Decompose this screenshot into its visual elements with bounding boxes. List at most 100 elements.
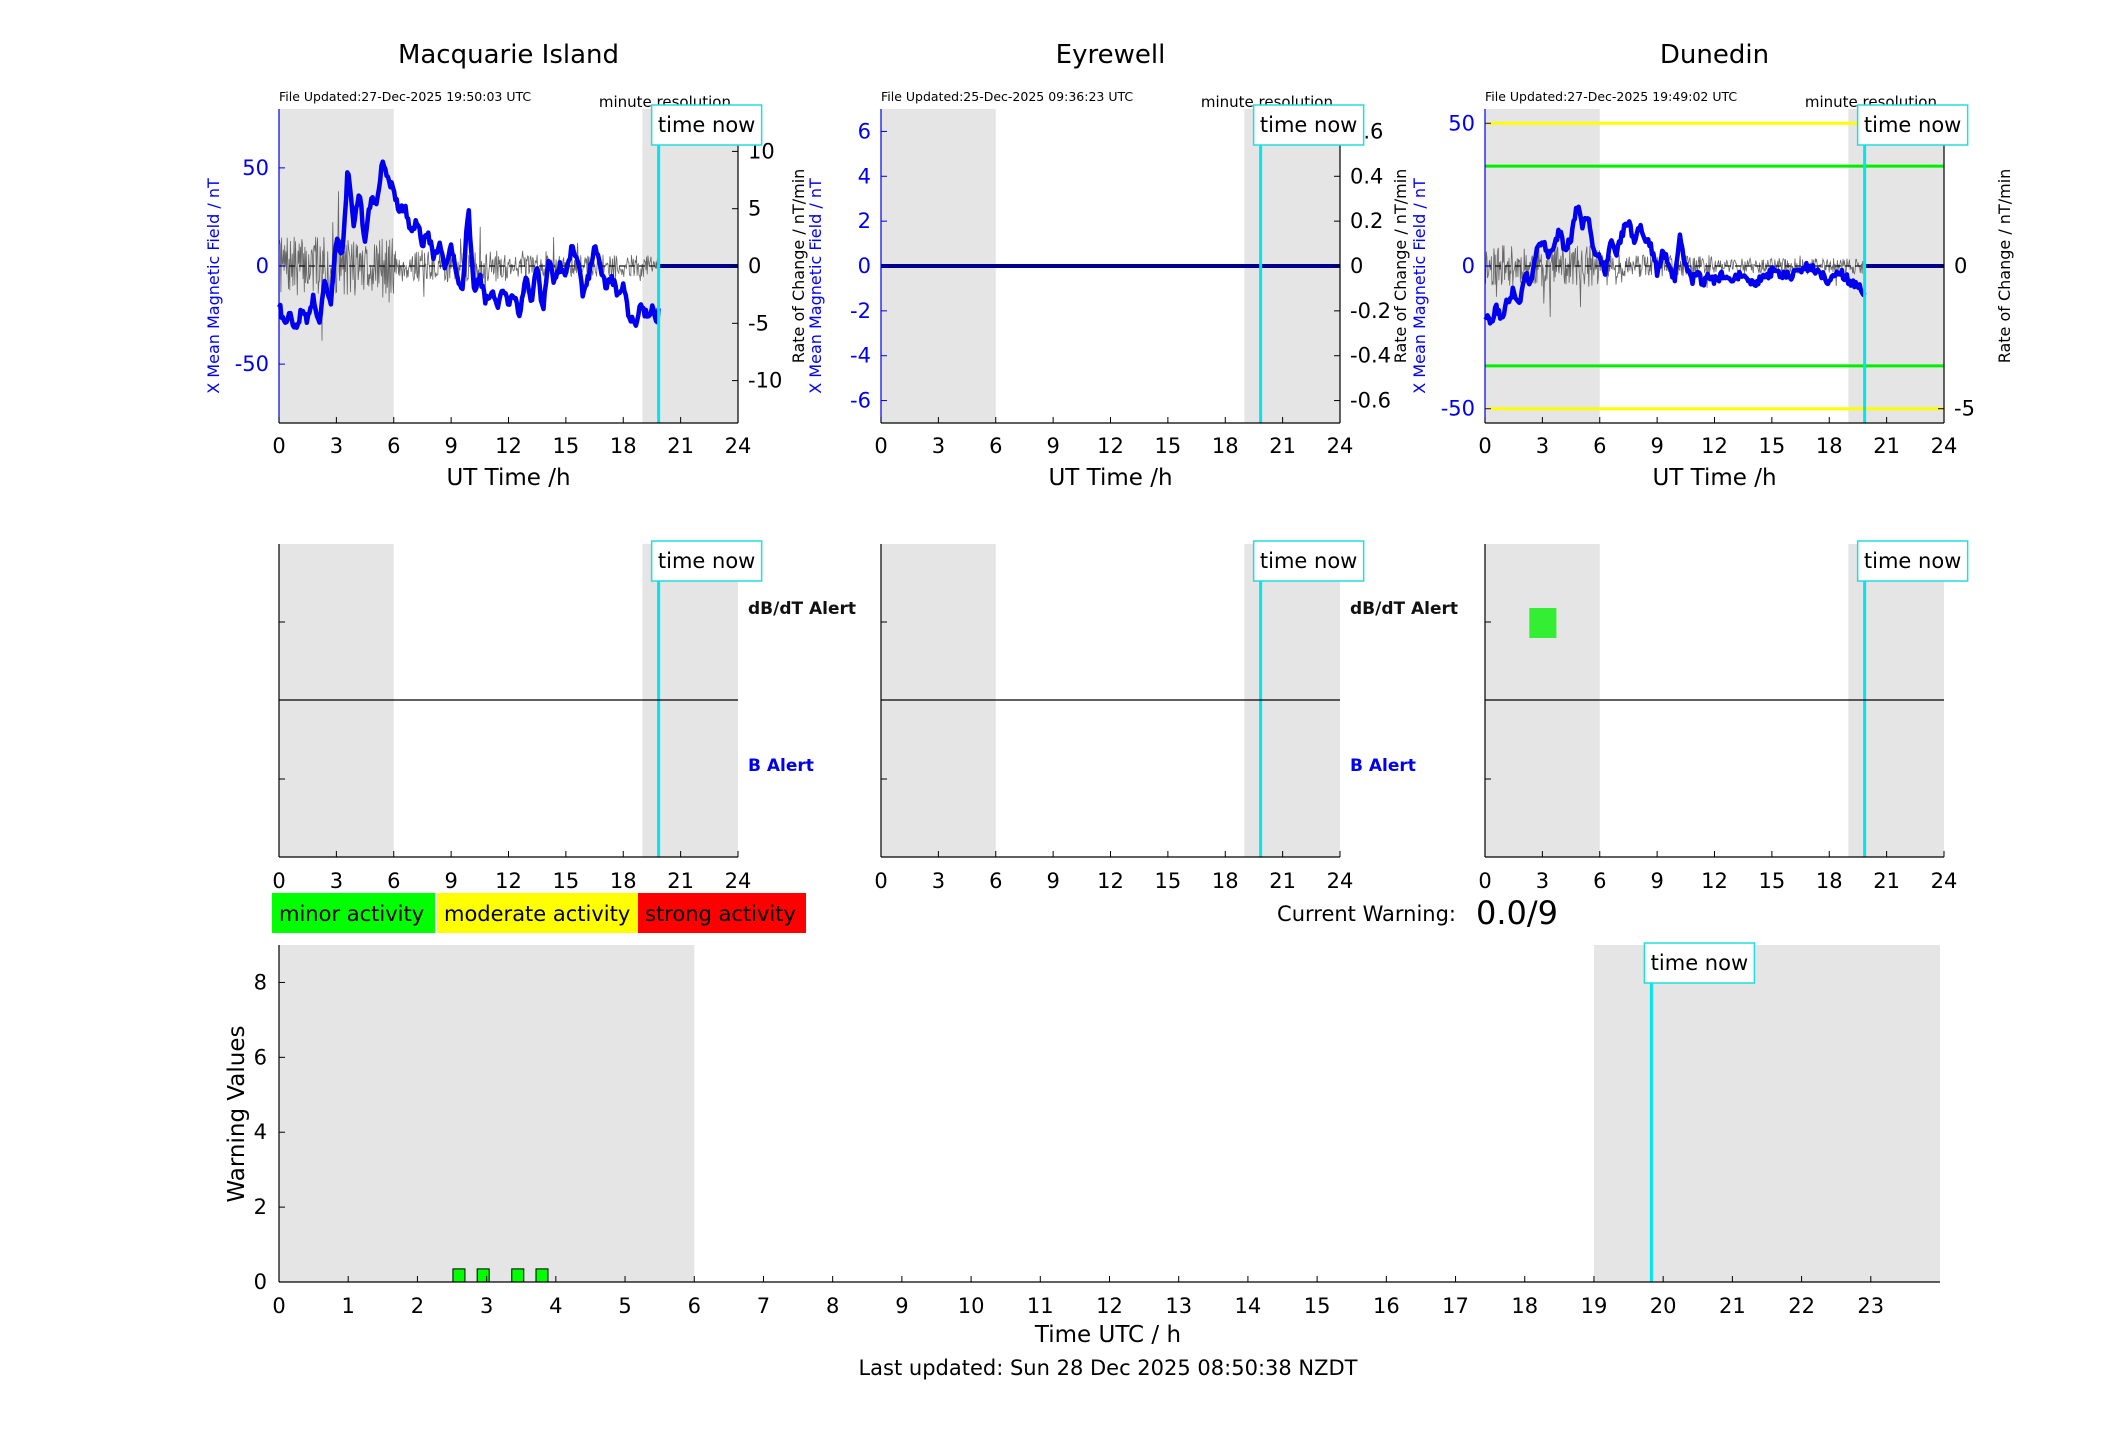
eyrewell-file-updated: File Updated:25-Dec-2025 09:36:23 UTC xyxy=(881,89,1133,104)
eyrewell-alert-time-now-text: time now xyxy=(1260,549,1357,573)
macquarie-alert-x-tick-label: 12 xyxy=(495,869,522,893)
eyrewell-y-left-tick-label: 2 xyxy=(858,209,871,233)
warning-x-tick-label: 16 xyxy=(1373,1294,1400,1318)
warning-bar xyxy=(476,1268,490,1283)
warning-xlabel: Time UTC / h xyxy=(1034,1322,1181,1348)
eyrewell-alert-time-now-box xyxy=(1252,540,1365,582)
dunedin-x-tick-label: 0 xyxy=(1478,434,1491,458)
warning-x-tick-label: 10 xyxy=(958,1294,985,1318)
eyrewell-x-tick-label: 6 xyxy=(989,434,1002,458)
alert-panel-dunedin: 0 3 6 9 12 15 18 21 24 time now xyxy=(1478,540,1969,893)
eyrewell-x-tick-label: 0 xyxy=(874,434,887,458)
macquarie-alert-x-tick-label: 18 xyxy=(610,869,637,893)
warning-x-tick-label: 2 xyxy=(411,1294,424,1318)
eyrewell-y-left-tick-label: 6 xyxy=(858,119,871,143)
dunedin-y-left-tick-label: -50 xyxy=(1441,397,1475,421)
warning-y-tick-label: 2 xyxy=(254,1195,267,1219)
eyrewell-title: Eyrewell xyxy=(1056,40,1166,70)
warning-x-tick-label: 23 xyxy=(1857,1294,1884,1318)
warning-x-tick-label: 20 xyxy=(1650,1294,1677,1318)
macquarie-alert-x-tick-label: 21 xyxy=(667,869,694,893)
eyrewell-alert-x-tick-label: 6 xyxy=(989,869,1002,893)
eyrewell-time-now-label: time now xyxy=(1252,104,1365,146)
dunedin-db-alert-bar xyxy=(1536,608,1544,638)
warning-bar xyxy=(511,1268,525,1283)
dunedin-alert-x-tick-label: 0 xyxy=(1478,869,1491,893)
warning-y-tick-label: 0 xyxy=(254,1270,267,1294)
eyrewell-db-alert-label: dB/dT Alert xyxy=(1350,599,1458,619)
dunedin-alert-time-now-text: time now xyxy=(1864,549,1961,573)
warning-x-tick-label: 4 xyxy=(549,1294,562,1318)
dunedin-x-tick-label: 3 xyxy=(1536,434,1549,458)
dunedin-y-left-tick-label: 0 xyxy=(1462,254,1475,278)
eyrewell-x-tick-label: 15 xyxy=(1155,434,1182,458)
macquarie-x-tick-label: 21 xyxy=(667,434,694,458)
dunedin-alert-x-tick-label: 3 xyxy=(1536,869,1549,893)
current-warning: Current Warning: 0.0/9 xyxy=(1277,894,1558,932)
macquarie-alert-time-now-box xyxy=(650,540,763,582)
macquarie-y-left-tick-label: 0 xyxy=(256,254,269,278)
dunedin-db-alert-bar xyxy=(1549,608,1557,638)
warning-x-tick-label: 19 xyxy=(1581,1294,1608,1318)
eyrewell-y-right-tick-label: 0 xyxy=(1350,254,1363,278)
eyrewell-alert-x-tick-label: 15 xyxy=(1155,869,1182,893)
macquarie-file-updated: File Updated:27-Dec-2025 19:50:03 UTC xyxy=(279,89,531,104)
eyrewell-y-right-tick-label: -0.4 xyxy=(1350,344,1391,368)
warning-night-shade xyxy=(279,945,695,1282)
macquarie-alert-x-tick-label: 3 xyxy=(330,869,343,893)
dunedin-x-tick-label: 18 xyxy=(1816,434,1843,458)
warning-time-now-box xyxy=(1643,942,1756,984)
warning-time-now-label: time now xyxy=(1643,942,1756,984)
dunedin-alert-x-tick-label: 12 xyxy=(1701,869,1728,893)
warning-x-tick-label: 22 xyxy=(1788,1294,1815,1318)
dunedin-x-tick-label: 9 xyxy=(1650,434,1663,458)
eyrewell-x-tick-label: 21 xyxy=(1269,434,1296,458)
dunedin-x-tick-label: 12 xyxy=(1701,434,1728,458)
dunedin-x-tick-label: 24 xyxy=(1931,434,1958,458)
eyrewell-time-now-box xyxy=(1252,104,1365,146)
eyrewell-alert-time-now-label: time now xyxy=(1252,540,1365,582)
macquarie-alert-x-tick-label: 0 xyxy=(272,869,285,893)
warning-x-tick-label: 13 xyxy=(1165,1294,1192,1318)
activity-legend: minor activity moderate activity strong ac… xyxy=(272,893,806,933)
warning-x-tick-label: 7 xyxy=(757,1294,770,1318)
legend-swatch-0 xyxy=(272,893,435,933)
dunedin-x-tick-label: 15 xyxy=(1759,434,1786,458)
macquarie-xlabel: UT Time /h xyxy=(446,465,570,491)
macquarie-time-now-box xyxy=(650,104,763,146)
warning-x-tick-label: 21 xyxy=(1719,1294,1746,1318)
last-updated: Last updated: Sun 28 Dec 2025 08:50:38 N… xyxy=(858,1356,1357,1380)
eyrewell-alert-x-tick-label: 24 xyxy=(1327,869,1354,893)
dunedin-time-now-text: time now xyxy=(1864,113,1961,137)
eyrewell-x-tick-label: 9 xyxy=(1046,434,1059,458)
alert-panel-macquarie: 0 3 6 9 12 15 18 21 24 dB/dT Alert B Alert time now xyxy=(272,540,856,893)
eyrewell-y-left-tick-label: 4 xyxy=(858,164,871,188)
warning-chart: 0 1 2 3 4 5 6 7 8 9 10 11 12 13 14 15 16 17 18 19 20 21 22 2302… xyxy=(224,942,1940,1348)
eyrewell-alert-x-tick-label: 12 xyxy=(1097,869,1124,893)
legend-swatch-1 xyxy=(437,893,638,933)
warning-ylabel: Warning Values xyxy=(224,1025,250,1202)
dunedin-alert-x-tick-label: 9 xyxy=(1650,869,1663,893)
eyrewell-y-right-tick-label: 0.4 xyxy=(1350,164,1383,188)
macquarie-alert-x-tick-label: 24 xyxy=(725,869,752,893)
warning-x-tick-label: 12 xyxy=(1096,1294,1123,1318)
eyrewell-x-tick-label: 18 xyxy=(1212,434,1239,458)
warning-x-tick-label: 18 xyxy=(1511,1294,1538,1318)
macquarie-x-tick-label: 9 xyxy=(444,434,457,458)
macquarie-x-tick-label: 18 xyxy=(610,434,637,458)
warning-x-tick-label: 5 xyxy=(618,1294,631,1318)
macquarie-time-now-text: time now xyxy=(658,113,755,137)
macquarie-y-left-tick-label: 50 xyxy=(242,156,269,180)
macquarie-x-tick-label: 15 xyxy=(553,434,580,458)
eyrewell-time-now-text: time now xyxy=(1260,113,1357,137)
eyrewell-y-right-tick-label: -0.6 xyxy=(1350,389,1391,413)
current-warning-label: Current Warning: xyxy=(1277,902,1456,926)
macquarie-y-right-tick-label: -10 xyxy=(748,369,782,393)
macquarie-alert-x-tick-label: 6 xyxy=(387,869,400,893)
warning-y-tick-label: 8 xyxy=(254,970,267,994)
eyrewell-alert-x-tick-label: 9 xyxy=(1046,869,1059,893)
macquarie-title: Macquarie Island xyxy=(398,40,619,70)
macquarie-y-right-tick-label: 5 xyxy=(748,197,761,221)
dunedin-alert-time-now-box xyxy=(1856,540,1969,582)
